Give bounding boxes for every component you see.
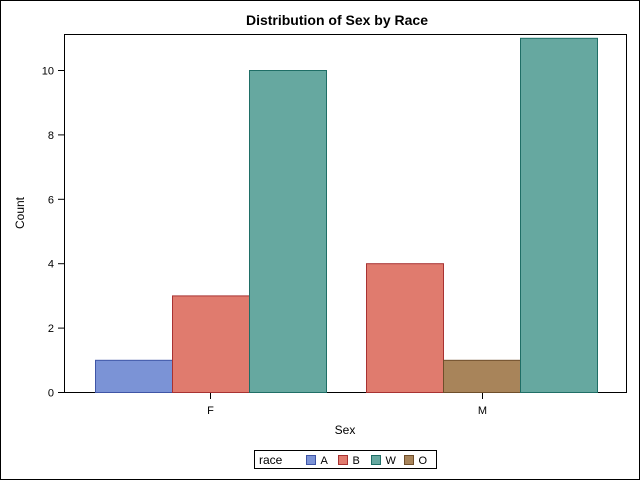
y-tick-label: 6 xyxy=(48,194,54,206)
x-tick-label: F xyxy=(207,405,214,417)
bar-F-W xyxy=(249,70,327,393)
legend-label-W: W xyxy=(386,455,397,467)
legend-swatch-W xyxy=(371,455,381,465)
y-tick-label: 4 xyxy=(48,259,54,271)
plot-area xyxy=(64,34,627,393)
y-tick-label: 8 xyxy=(48,130,54,142)
legend-swatch-O xyxy=(404,455,414,465)
legend: race A B W O xyxy=(254,450,437,469)
y-tick-label: 2 xyxy=(48,323,54,335)
legend-swatch-A xyxy=(306,455,316,465)
bars xyxy=(95,37,598,394)
bar-M-B xyxy=(366,263,444,394)
legend-label-O: O xyxy=(419,455,428,467)
bar-F-B xyxy=(172,295,250,393)
y-tick-label: 10 xyxy=(42,66,54,78)
legend-label-A: A xyxy=(321,455,329,467)
bar-M-O xyxy=(443,359,521,393)
x-axis-label: Sex xyxy=(335,423,356,437)
y-axis: 0 2 4 6 8 10 xyxy=(42,66,65,400)
y-axis-label: Count xyxy=(13,196,27,229)
legend-label-B: B xyxy=(353,455,360,467)
bar-M-W xyxy=(520,37,598,394)
chart-title: Distribution of Sex by Race xyxy=(246,12,428,28)
x-tick-label: M xyxy=(478,405,487,417)
legend-swatch-B xyxy=(338,455,348,465)
y-tick-label: 0 xyxy=(48,388,54,400)
bar-F-A xyxy=(95,359,173,393)
legend-title: race xyxy=(259,453,283,467)
